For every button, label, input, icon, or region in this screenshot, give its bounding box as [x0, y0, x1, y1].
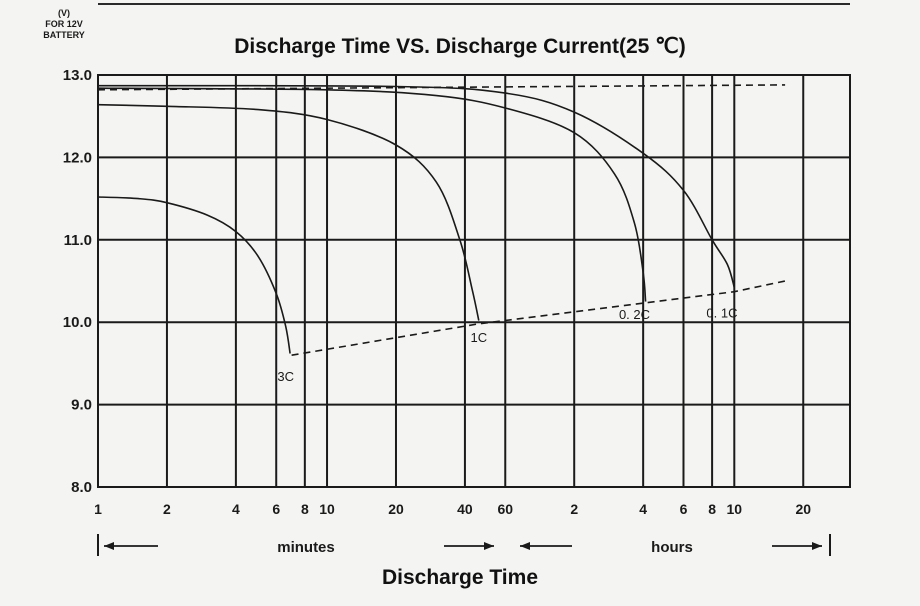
- x-tick-label: 8: [301, 501, 309, 517]
- minutes-right-arrow-arrowhead: [484, 542, 494, 550]
- x-tick-label: 2: [163, 501, 171, 517]
- chart-title: Discharge Time VS. Discharge Current(25 …: [234, 35, 686, 58]
- x-tick-label: 60: [497, 501, 513, 517]
- x-tick-label: 10: [319, 501, 335, 517]
- y-unit-line-1: (V): [58, 8, 70, 18]
- y-unit-line-2: FOR 12V: [45, 19, 83, 29]
- y-unit-line-3: BATTERY: [43, 30, 85, 40]
- x-tick-label: 4: [639, 501, 647, 517]
- curve-label: 1C: [471, 330, 488, 345]
- x-tick-label: 8: [708, 501, 716, 517]
- y-tick-label: 10.0: [63, 314, 92, 331]
- minutes-left-arrow-arrowhead: [104, 542, 114, 550]
- series-line-0-2c: [97, 87, 647, 302]
- series-line-0-1c: [97, 84, 736, 288]
- x-tick-label: 40: [457, 501, 473, 517]
- series-line-full-charge-reference: [97, 84, 786, 91]
- x-axis-title: Discharge Time: [381, 566, 538, 589]
- minutes-label: minutes: [277, 539, 335, 556]
- hours-left-arrow-arrowhead: [520, 542, 530, 550]
- y-tick-label: 8.0: [71, 479, 92, 496]
- y-tick-label: 12.0: [63, 149, 92, 166]
- x-tick-label: 10: [727, 501, 743, 517]
- series-line-cut-off-voltage: [291, 280, 786, 356]
- curve-label: 0. 2C: [619, 307, 650, 322]
- top-border-line: [98, 3, 850, 5]
- hours-label: hours: [651, 539, 693, 556]
- y-unit-label: (V) FOR 12V BATTERY: [24, 8, 104, 41]
- x-tick-label: 6: [272, 501, 280, 517]
- curve-label: 0. 1C: [706, 305, 737, 320]
- x-tick-label: 4: [232, 501, 240, 517]
- x-tick-label: 20: [795, 501, 811, 517]
- y-tick-label: 11.0: [64, 232, 92, 249]
- hours-right-arrow-arrowhead: [812, 542, 822, 550]
- y-tick-label: 9.0: [71, 397, 92, 414]
- curve-label: 3C: [277, 369, 294, 384]
- y-tick-label: 13.0: [63, 67, 92, 84]
- x-tick-label: 1: [94, 501, 102, 517]
- x-tick-label: 6: [680, 501, 688, 517]
- x-tick-label: 2: [570, 501, 578, 517]
- plot-frame: [97, 74, 851, 488]
- series-line-1c: [97, 103, 480, 321]
- x-tick-label: 20: [388, 501, 404, 517]
- series-line-3c: [97, 196, 291, 354]
